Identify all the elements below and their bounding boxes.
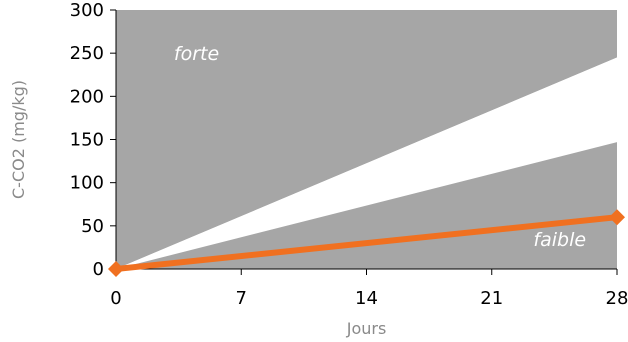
x-tick-label: 7: [236, 288, 247, 309]
band-2: [116, 57, 617, 269]
series-layer: [108, 209, 625, 277]
series-point: [609, 209, 625, 226]
series-line: [113, 214, 620, 272]
x-tick-label: 21: [480, 288, 503, 309]
y-tick-label: 300: [70, 0, 104, 21]
x-axis-title: Jours: [346, 319, 387, 338]
y-tick-label: 250: [70, 43, 104, 64]
bands-layer: [116, 10, 617, 269]
y-tick-label: 0: [93, 259, 104, 280]
x-tick-label: 14: [355, 288, 378, 309]
y-tick-label: 50: [81, 216, 104, 237]
y-tick-label: 200: [70, 86, 104, 107]
annotation-faible: faible: [533, 229, 586, 251]
x-tick-label: 0: [110, 288, 121, 309]
band-1: [116, 10, 617, 269]
y-tick-label: 100: [70, 173, 104, 194]
band-3: [116, 142, 617, 269]
y-tick-label: 150: [70, 130, 104, 151]
annotations-layer: forte faible: [174, 43, 586, 251]
y-axis-title: C-CO2 (mg/kg): [9, 80, 28, 199]
annotation-forte: forte: [174, 43, 219, 65]
axes-layer: 0 50 100 150 200 250 300 0 7 14 21 28: [70, 0, 628, 309]
series-point: [108, 261, 124, 277]
x-tick-label: 28: [606, 288, 628, 309]
